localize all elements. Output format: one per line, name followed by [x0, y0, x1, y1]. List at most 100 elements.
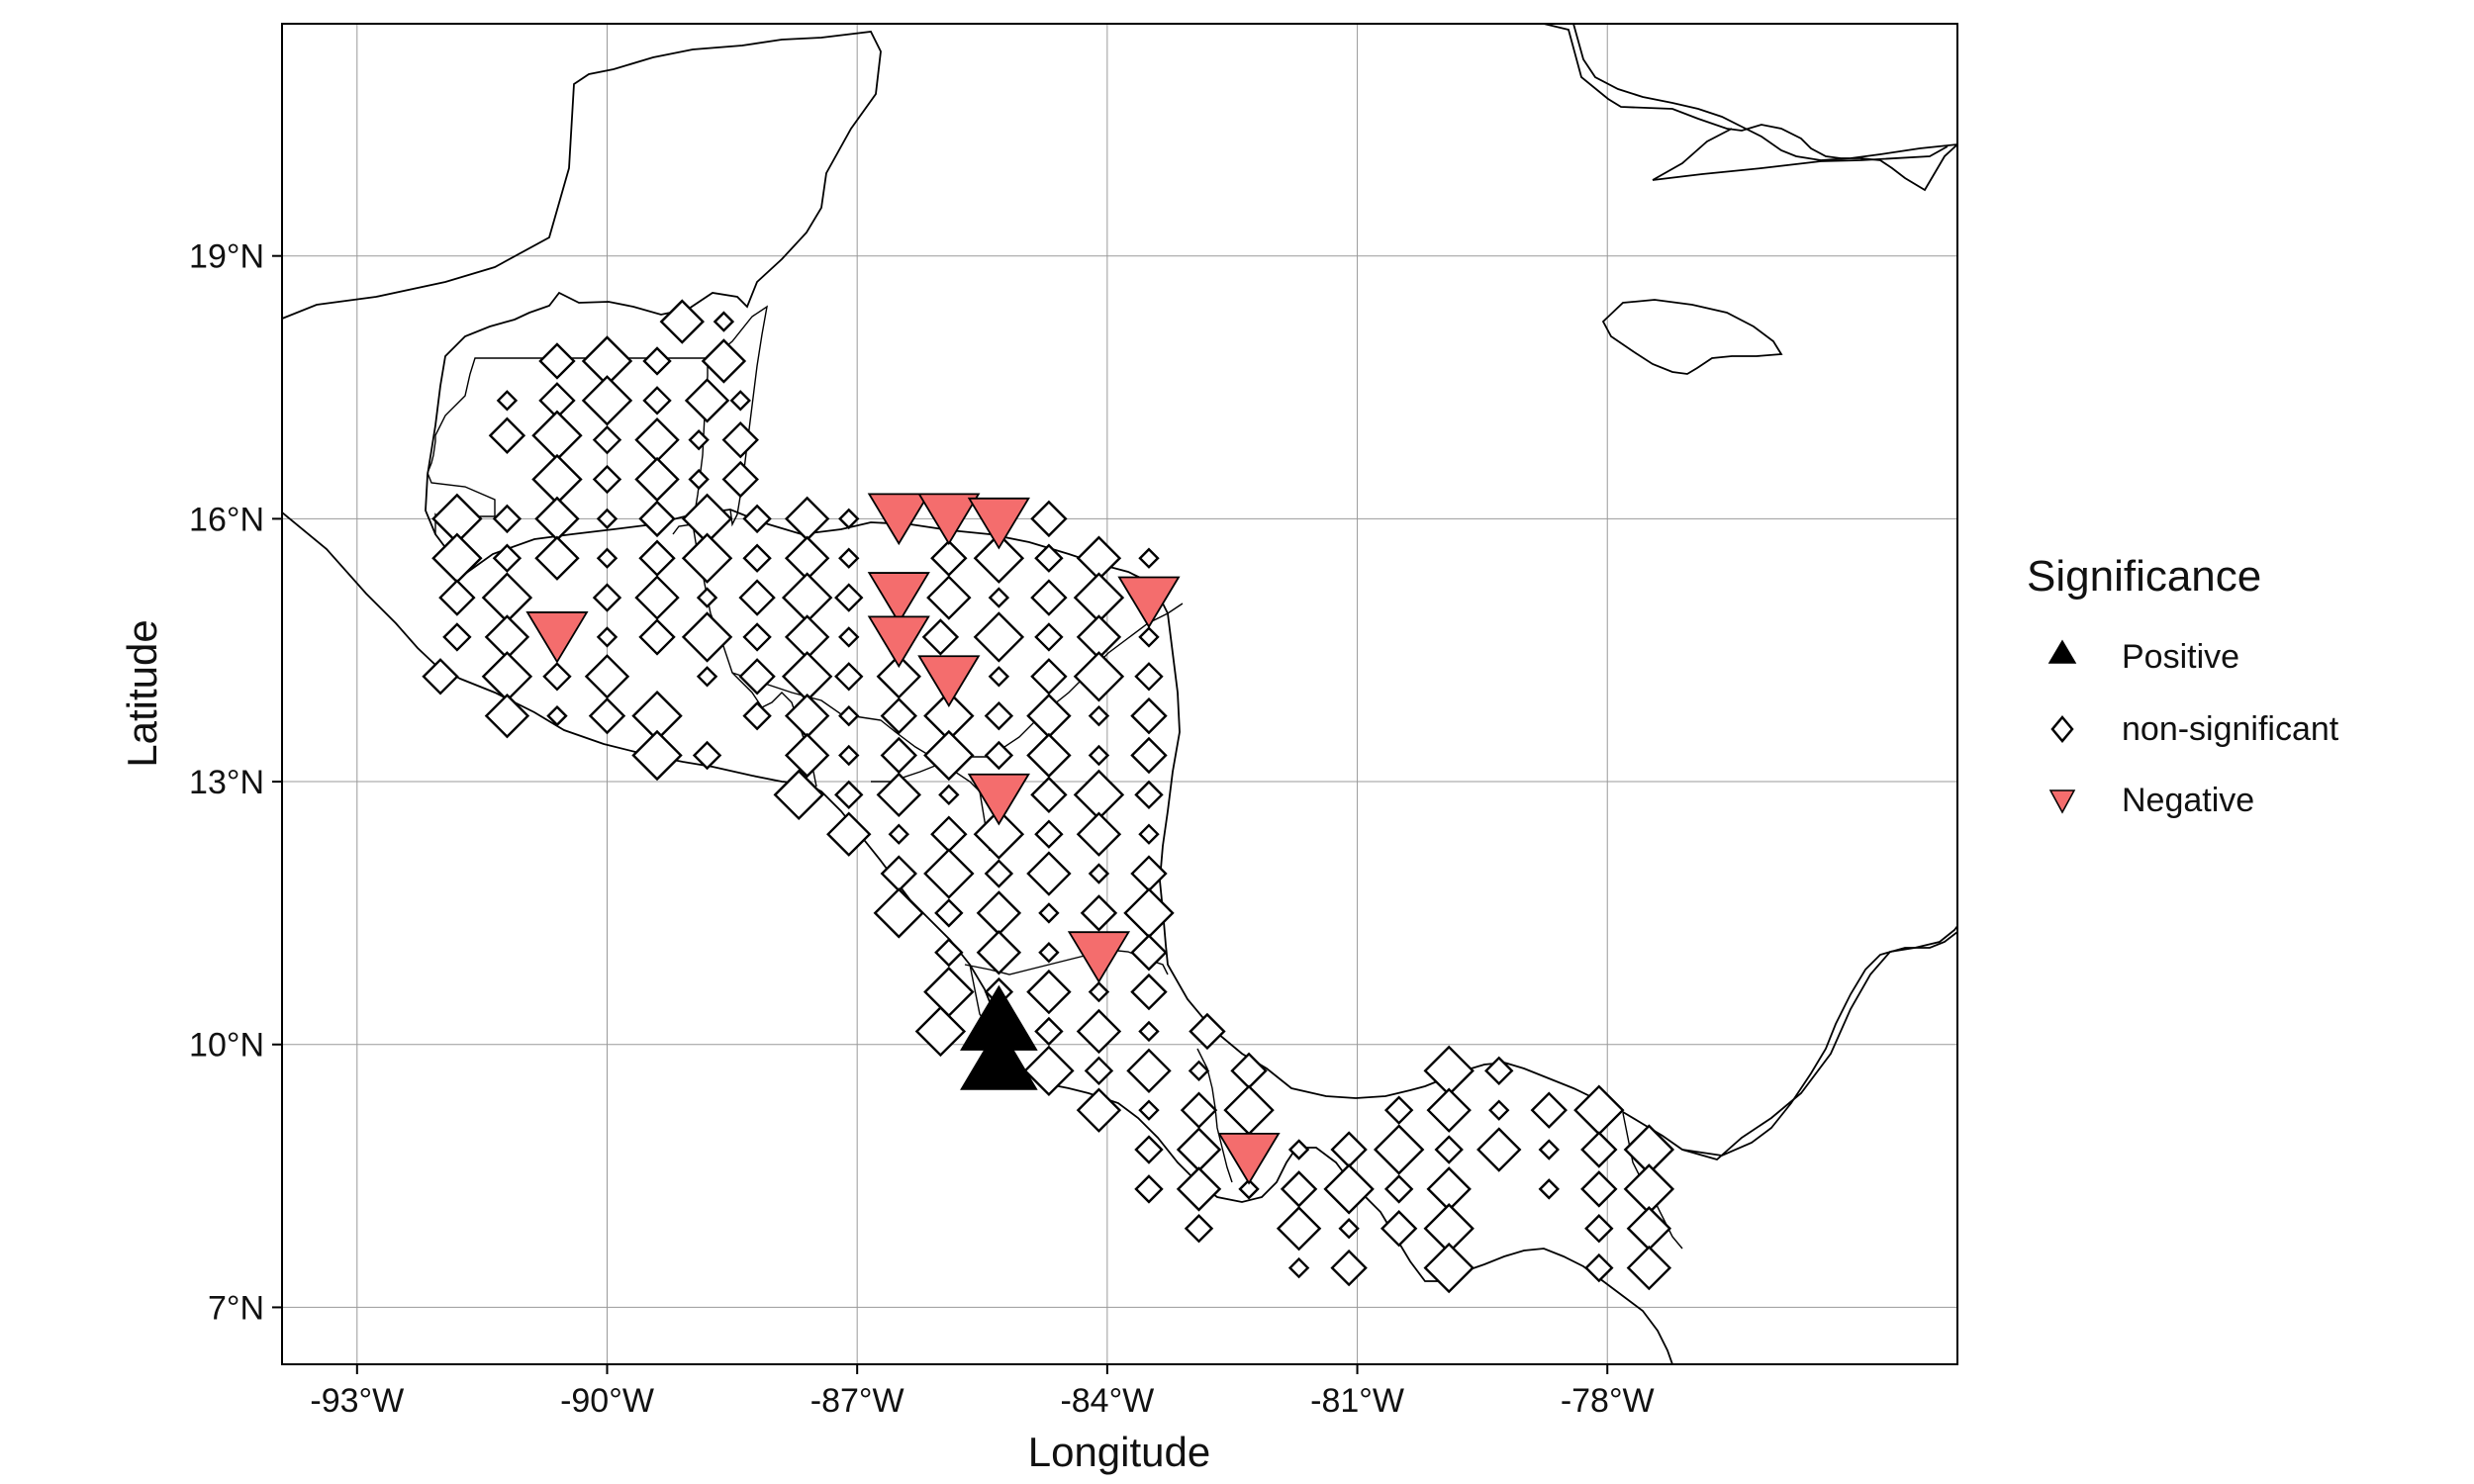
nonsig-point — [492, 504, 523, 534]
nonsig-point — [1176, 1166, 1222, 1212]
nonsig-point — [1130, 973, 1168, 1011]
negative-point — [1067, 931, 1131, 983]
nonsig-point — [638, 500, 676, 538]
nonsig-point — [1076, 811, 1122, 857]
legend-item-nonsignificant: non-significant — [2050, 710, 2339, 748]
nonsig-point — [1338, 1218, 1360, 1240]
nonsig-point — [834, 662, 864, 692]
nonsig-point — [1088, 863, 1110, 884]
nonsig-point — [984, 700, 1014, 731]
nonsig-point — [1030, 658, 1068, 696]
nonsig-point — [1138, 1099, 1160, 1121]
nonsig-point — [1130, 934, 1168, 972]
nonsig-point — [1188, 1060, 1210, 1082]
nonsig-point — [696, 666, 718, 688]
nonsig-point — [1076, 1008, 1122, 1055]
nonsig-point — [1476, 1127, 1522, 1172]
nonsig-point — [838, 744, 860, 767]
nonsig-point — [496, 390, 519, 412]
nonsig-point — [634, 575, 680, 620]
legend-negative-icon — [2048, 789, 2076, 814]
nonsig-point — [592, 424, 622, 455]
nonsig-point — [534, 535, 580, 581]
nonsig-point — [592, 583, 622, 612]
nonsig-point — [1034, 543, 1064, 573]
x-tick-label-4: -81°W — [1310, 1382, 1404, 1420]
positive-point — [960, 1024, 1038, 1090]
nonsig-point — [834, 780, 864, 810]
nonsig-point — [742, 543, 772, 573]
nonsig-point — [880, 696, 917, 735]
nonsig-point — [880, 736, 917, 775]
nonsig-point — [1530, 1091, 1568, 1129]
plot-panel — [282, 24, 1957, 1364]
nonsig-point — [596, 626, 618, 648]
nonsig-point — [838, 626, 860, 648]
nonsig-point — [1584, 1214, 1614, 1244]
negative-point — [867, 493, 930, 546]
nonsig-point — [1134, 1174, 1164, 1204]
negative-point — [867, 615, 930, 669]
nonsig-point — [773, 769, 824, 821]
coastline-colombia — [1681, 931, 1957, 1157]
nonsig-point — [1130, 696, 1168, 735]
coastline-jamaica — [1601, 299, 1783, 375]
nonsig-point — [1280, 1170, 1318, 1208]
nonsig-point — [1088, 744, 1110, 767]
nonsig-point — [484, 693, 530, 739]
nonsig-point — [422, 658, 459, 696]
nonsig-point — [930, 539, 968, 577]
nonsig-point — [438, 579, 476, 616]
nonsig-point — [1023, 1045, 1075, 1097]
nonsig-point — [638, 618, 676, 656]
nonsig-point — [638, 539, 676, 577]
points-layer — [422, 299, 1675, 1294]
negative-point — [1217, 1132, 1281, 1185]
nonsig-point — [538, 342, 576, 380]
x-tick-label-2: -87°W — [810, 1382, 904, 1420]
nonsig-point — [659, 299, 705, 344]
nonsig-point — [1026, 732, 1072, 779]
nonsig-point — [973, 532, 1025, 584]
legend: Significance Positive non-significant Ne… — [2027, 552, 2339, 819]
legend-label-nonsignificant: non-significant — [2122, 710, 2339, 748]
y-tick-label-3: 16°N — [189, 501, 264, 538]
negative-point — [917, 655, 981, 707]
nonsig-point — [1080, 894, 1118, 932]
legend-item-positive: Positive — [2047, 638, 2239, 676]
nonsig-point — [742, 700, 772, 731]
nonsig-point — [1426, 1087, 1472, 1133]
nonsig-point — [696, 587, 718, 608]
nonsig-point — [1434, 1135, 1464, 1164]
nonsig-point — [688, 428, 710, 451]
nonsig-point — [1084, 1056, 1114, 1086]
nonsig-point — [488, 417, 526, 454]
nonsig-point — [634, 456, 680, 503]
nonsig-point — [1488, 1099, 1510, 1121]
nonsig-point — [738, 579, 776, 616]
nonsig-point — [1580, 1131, 1618, 1168]
x-axis-title: Longitude — [1028, 1429, 1211, 1475]
nonsig-point — [492, 543, 523, 573]
y-tick-label-1: 10°N — [189, 1027, 264, 1065]
nonsig-point — [1026, 851, 1072, 896]
y-axis-title: Latitude — [119, 619, 165, 767]
legend-label-negative: Negative — [2122, 782, 2254, 819]
y-tick-label-4: 19°N — [189, 238, 264, 276]
nonsig-point — [542, 662, 572, 692]
negative-point — [525, 611, 589, 664]
nonsig-point — [1138, 823, 1160, 845]
nonsig-point — [581, 375, 633, 426]
nonsig-point — [1538, 1178, 1560, 1200]
nonsig-point — [1030, 500, 1068, 538]
legend-diamond-icon — [2050, 715, 2074, 743]
nonsig-point — [1138, 547, 1160, 569]
nonsig-point — [721, 420, 759, 459]
nonsig-point — [1323, 1163, 1375, 1215]
nonsig-point — [934, 898, 964, 928]
nonsig-point — [1538, 1139, 1560, 1160]
negative-point — [1117, 576, 1181, 629]
nonsig-point — [642, 386, 672, 416]
nonsig-point — [588, 696, 626, 735]
nonsig-point — [1130, 736, 1168, 775]
